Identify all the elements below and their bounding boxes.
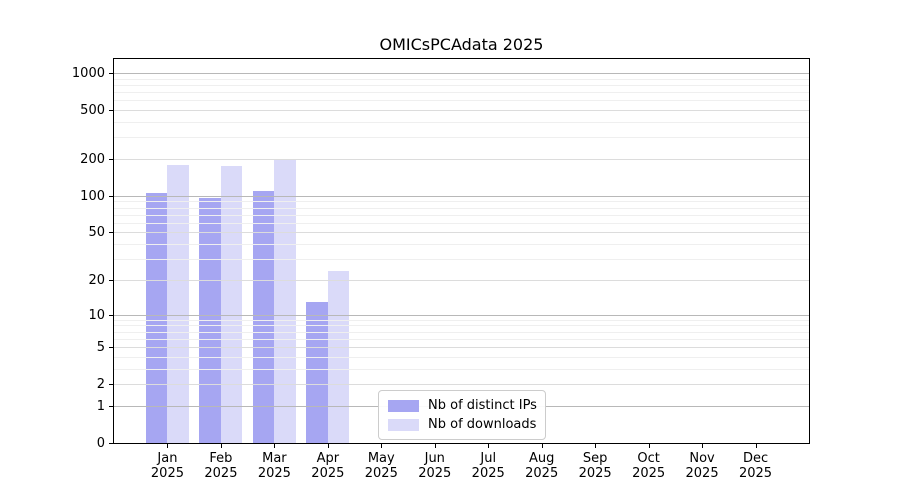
y-tick-mark-1 <box>109 405 113 407</box>
y-tick-label-1000: 1000 <box>71 66 105 82</box>
y-tick-mark-100 <box>109 195 113 197</box>
x-tick-label-jul: Jul 2025 <box>471 451 505 481</box>
y-tick-mark-0 <box>109 443 113 444</box>
x-tick-mark-jul <box>488 444 490 448</box>
bar-jan-series0 <box>145 192 168 443</box>
y-tick-mark-2 <box>109 384 113 386</box>
x-tick-mark-oct <box>648 444 650 448</box>
x-tick-label-nov: Nov 2025 <box>685 451 719 481</box>
gridline-minor-900 <box>114 78 809 80</box>
x-tick-label-may: May 2025 <box>364 451 398 481</box>
gridline-minor-600 <box>114 100 809 102</box>
legend-item-downloads: Nb of downloads <box>388 415 536 434</box>
x-tick-label-feb: Feb 2025 <box>204 451 238 481</box>
x-tick-mark-nov <box>702 444 704 448</box>
x-tick-mark-dec <box>755 444 757 448</box>
gridline-minor-7 <box>114 331 809 333</box>
gridline-major-5 <box>114 347 809 349</box>
x-tick-mark-jun <box>434 444 436 448</box>
y-tick-mark-1000 <box>109 73 113 75</box>
x-tick-label-oct: Oct 2025 <box>632 451 666 481</box>
gridline-minor-800 <box>114 84 809 86</box>
gridline-major-500 <box>114 110 809 112</box>
plot-inner <box>114 59 809 443</box>
bar-jan-series1 <box>167 164 189 443</box>
gridline-major-20 <box>114 279 809 281</box>
gridline-minor-60 <box>114 222 809 224</box>
x-tick-mark-aug <box>541 444 543 448</box>
x-tick-label-aug: Aug 2025 <box>525 451 559 481</box>
y-tick-mark-500 <box>109 110 113 112</box>
y-tick-label-100: 100 <box>80 188 105 204</box>
legend-label-downloads: Nb of downloads <box>428 417 537 432</box>
legend-swatch-distinct-ips <box>388 399 419 412</box>
y-tick-mark-200 <box>109 159 113 160</box>
x-tick-label-jun: Jun 2025 <box>418 451 452 481</box>
y-tick-label-0: 0 <box>96 436 105 451</box>
gridline-minor-300 <box>114 137 809 139</box>
y-tick-label-50: 50 <box>88 225 105 241</box>
bar-mar-series1 <box>274 159 296 443</box>
gridline-minor-9 <box>114 319 809 321</box>
y-tick-label-20: 20 <box>88 272 105 288</box>
gridline-major-200 <box>114 159 809 160</box>
gridline-minor-3 <box>114 368 809 370</box>
legend: Nb of distinct IPs Nb of downloads <box>378 390 546 440</box>
gridline-minor-40 <box>114 244 809 246</box>
x-tick-label-dec: Dec 2025 <box>738 451 773 481</box>
bar-mar-series0 <box>252 191 275 443</box>
gridline-minor-400 <box>114 122 809 124</box>
chart-title: OMICsPCAdata 2025 <box>379 35 544 54</box>
x-tick-label-sep: Sep 2025 <box>578 451 612 481</box>
y-tick-mark-50 <box>109 232 113 234</box>
gridline-minor-4 <box>114 356 809 358</box>
legend-swatch-downloads <box>388 418 419 431</box>
x-tick-mark-feb <box>220 444 222 448</box>
y-tick-label-1: 1 <box>96 398 105 414</box>
y-tick-mark-5 <box>109 347 113 349</box>
gridline-decade-10 <box>114 314 809 316</box>
bar-apr-series0 <box>306 301 328 443</box>
y-tick-mark-20 <box>109 279 113 281</box>
x-tick-label-jan: Jan 2025 <box>150 451 184 481</box>
legend-item-distinct-ips: Nb of distinct IPs <box>388 396 537 415</box>
y-tick-label-500: 500 <box>80 103 105 119</box>
y-tick-label-10: 10 <box>88 307 105 323</box>
x-tick-mark-jan <box>167 444 169 448</box>
x-tick-label-mar: Mar 2025 <box>257 451 291 481</box>
gridline-minor-90 <box>114 201 809 203</box>
gridline-decade-1000 <box>114 73 809 75</box>
gridline-minor-8 <box>114 325 809 327</box>
y-tick-mark-10 <box>109 314 113 316</box>
x-tick-mark-apr <box>327 444 329 448</box>
y-tick-label-5: 5 <box>96 340 105 356</box>
x-tick-label-apr: Apr 2025 <box>311 451 345 481</box>
y-tick-label-200: 200 <box>80 152 105 167</box>
gridline-minor-6 <box>114 338 809 340</box>
gridline-minor-700 <box>114 92 809 94</box>
gridline-major-50 <box>114 232 809 234</box>
x-tick-mark-mar <box>274 444 276 448</box>
plot-area: Nb of distinct IPs Nb of downloads <box>113 58 810 444</box>
gridline-minor-70 <box>114 214 809 216</box>
gridline-minor-80 <box>114 207 809 209</box>
gridline-decade-100 <box>114 195 809 197</box>
y-tick-label-2: 2 <box>96 377 105 393</box>
x-tick-mark-sep <box>595 444 597 448</box>
x-tick-mark-may <box>381 444 383 448</box>
bar-feb-series1 <box>220 166 243 443</box>
legend-label-distinct-ips: Nb of distinct IPs <box>428 398 537 413</box>
gridline-minor-30 <box>114 259 809 261</box>
gridline-major-2 <box>114 384 809 386</box>
